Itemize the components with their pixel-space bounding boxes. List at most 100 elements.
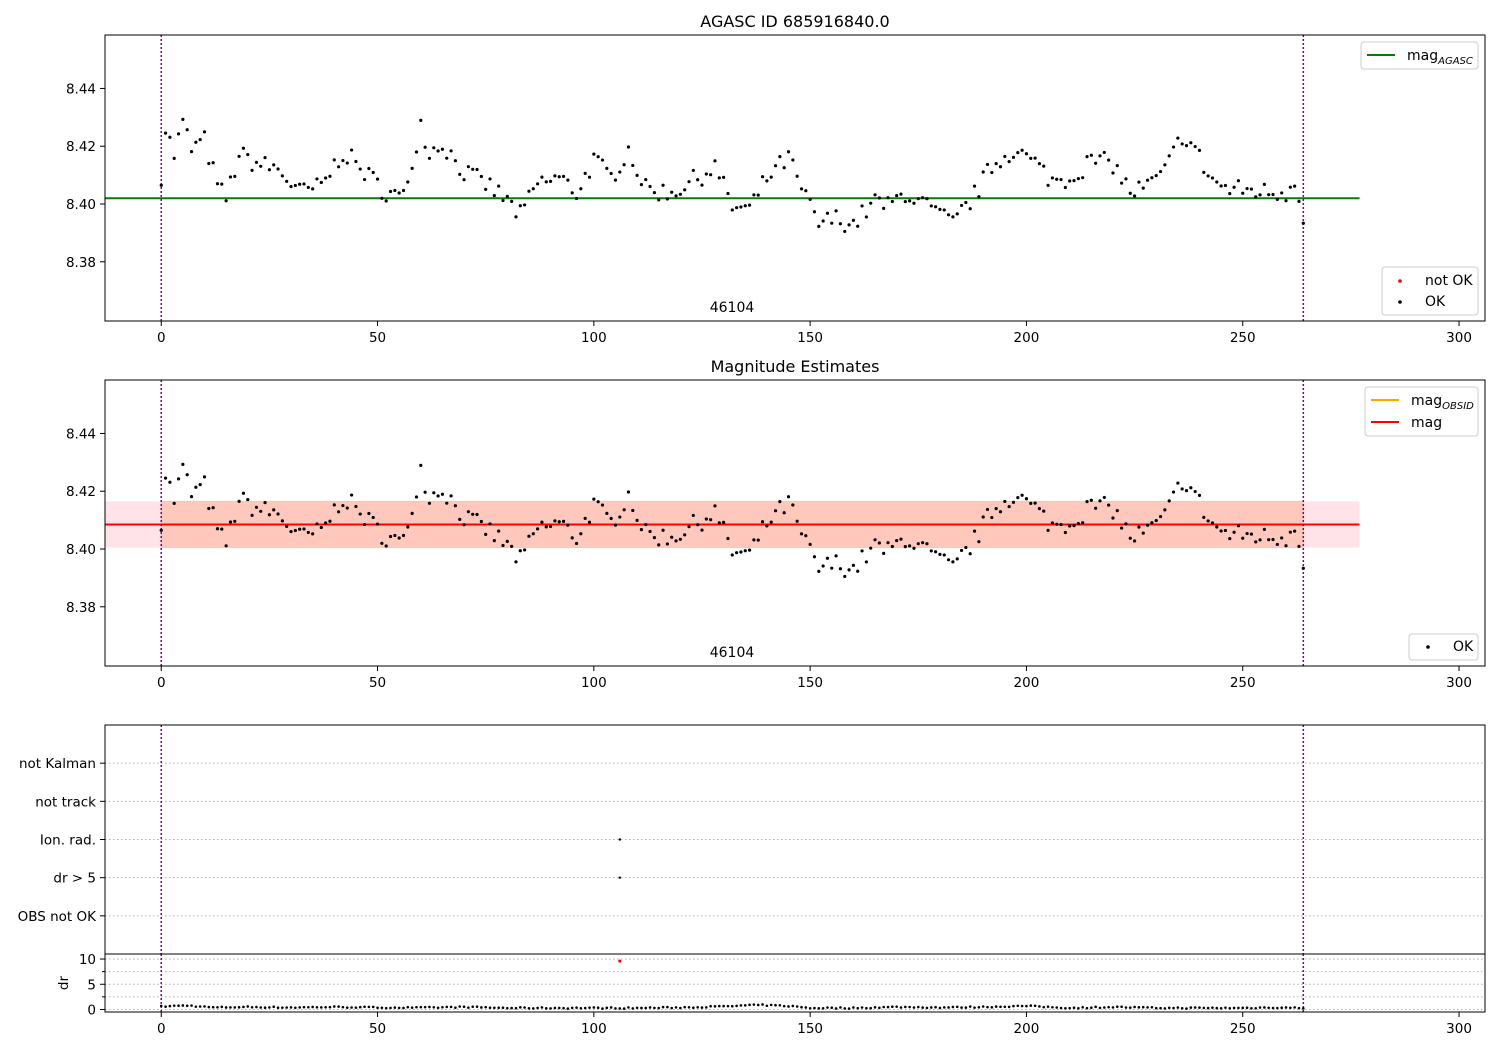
x-tick-label: 100 [581, 675, 607, 691]
panel1-x-axis: 0 50 100 150 200 250 300 [157, 321, 1472, 346]
dr-point [272, 1005, 276, 1009]
ok-point [605, 166, 609, 170]
ok-point [838, 222, 843, 226]
dr-point [951, 1005, 955, 1009]
ok-point [856, 224, 860, 228]
x-tick-label: 150 [797, 675, 823, 691]
ok-points [159, 462, 1305, 579]
legend-ok-marker [1398, 300, 1402, 304]
dr-point [371, 1005, 375, 1009]
ok-point [639, 528, 644, 532]
dr-point [679, 1006, 682, 1010]
ok-point [657, 198, 661, 202]
dr-point [475, 1005, 479, 1008]
ok-point [942, 208, 946, 212]
ok-point [622, 163, 626, 167]
ok-point [704, 517, 708, 521]
dr-point [229, 1006, 232, 1009]
dr-point [583, 1006, 587, 1010]
ok-point [280, 519, 284, 523]
ok-point [631, 508, 635, 513]
dr-point [942, 1006, 946, 1009]
ok-point [717, 176, 721, 180]
dr-point [1237, 1006, 1240, 1010]
y-tick-label: 0 [87, 1002, 96, 1018]
dr-point [397, 1006, 401, 1010]
dr-point [929, 1006, 933, 1009]
ok-point [942, 553, 946, 557]
dr-point [1115, 1005, 1119, 1009]
dr-point [1090, 1006, 1093, 1009]
ok-point [730, 208, 734, 212]
dr-point [220, 1005, 224, 1009]
dr-point [423, 1005, 427, 1009]
ok-point [1120, 181, 1124, 185]
ok-point [436, 494, 440, 498]
flag-label: OBS not OK [18, 909, 98, 925]
ok-point [259, 509, 263, 513]
dr-point [562, 1006, 565, 1010]
legend-mag-agasc-subscript: AGASC [1437, 56, 1473, 67]
ok-point [804, 534, 808, 538]
ok-point [1210, 176, 1215, 180]
x-tick-label: 100 [581, 330, 607, 346]
ok-point [1288, 185, 1292, 189]
ok-point [916, 542, 920, 546]
dr-point [596, 1006, 600, 1010]
ok-point [1206, 519, 1210, 523]
ok-point [1107, 503, 1111, 507]
ok-point [1115, 164, 1119, 168]
ok-point [1063, 530, 1067, 535]
ok-point [977, 540, 981, 544]
ok-point [250, 168, 254, 172]
dr-point [687, 1005, 691, 1009]
ok-point [440, 147, 445, 151]
panel2-x-axis: 0 50 100 150 200 250 300 [157, 666, 1472, 691]
ok-point [977, 195, 981, 199]
x-tick-label: 300 [1446, 1021, 1472, 1037]
ok-point [341, 503, 345, 508]
ok-point [981, 515, 985, 519]
dr-point [808, 1006, 812, 1010]
ok-point [895, 538, 899, 543]
dr-point [575, 1006, 578, 1009]
dr-point [566, 1007, 570, 1010]
dr-point [445, 1005, 449, 1009]
dr-point [609, 1006, 613, 1009]
ok-point [916, 197, 920, 201]
ok-point [985, 507, 990, 512]
ok-point [709, 518, 713, 522]
ok-point [1236, 524, 1241, 528]
dr-point [1025, 1004, 1028, 1008]
dr-point [557, 1006, 561, 1010]
ok-point [553, 174, 557, 178]
ok-point [1288, 530, 1292, 534]
ok-point [1007, 159, 1011, 164]
ok-point [869, 201, 873, 205]
dr-point [1258, 1006, 1262, 1009]
dr-point [787, 1005, 790, 1008]
dr-point [644, 1006, 648, 1010]
ok-point [838, 567, 843, 571]
ok-point [644, 522, 648, 527]
dr-point [990, 1006, 994, 1009]
dr-point [968, 1005, 972, 1008]
dr-point [1206, 1006, 1210, 1010]
ok-point [756, 193, 760, 197]
dr-point [1232, 1006, 1236, 1010]
ok-point [1210, 521, 1215, 525]
legend-not-ok-marker [1398, 279, 1402, 283]
ok-point [1202, 170, 1206, 174]
dr-point [1154, 1006, 1158, 1010]
dr-point [1280, 1006, 1283, 1010]
ok-point [613, 523, 618, 527]
dr-point [1085, 1006, 1089, 1010]
ok-point [1202, 515, 1206, 519]
dr-point [709, 1004, 712, 1008]
ok-point [246, 497, 250, 502]
ok-point [1223, 528, 1228, 533]
ok-point [445, 156, 449, 160]
ok-point [453, 504, 458, 508]
ok-point [1241, 191, 1245, 195]
ok-point [765, 179, 769, 183]
